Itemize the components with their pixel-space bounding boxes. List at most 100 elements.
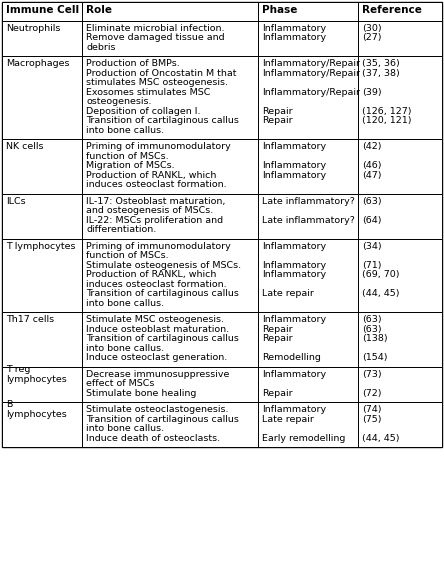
Text: T lymphocytes: T lymphocytes [6,242,75,251]
Text: (46): (46) [362,162,381,170]
Text: Transition of cartilaginous callus: Transition of cartilaginous callus [86,334,239,343]
Bar [2,239,82,312]
Text: Late repair: Late repair [262,290,314,298]
Text: Migration of MSCs.: Migration of MSCs. [86,162,174,170]
Text: Priming of immunomodulatory: Priming of immunomodulatory [86,242,231,251]
Text: IL-22: MSCs proliferation and: IL-22: MSCs proliferation and [86,216,223,225]
Text: Inflammatory: Inflammatory [262,171,326,179]
Bar [82,402,258,447]
Text: ILCs: ILCs [6,197,26,206]
Text: Macrophages: Macrophages [6,59,70,68]
Bar [258,139,358,193]
Bar [82,193,258,239]
Text: (34): (34) [362,242,382,251]
Text: (30): (30) [362,24,382,33]
Text: Repair: Repair [262,107,293,116]
Text: Induce osteoclast generation.: Induce osteoclast generation. [86,353,227,362]
Bar [358,239,442,312]
Text: (27): (27) [362,33,381,42]
Text: Production of BMPs.: Production of BMPs. [86,59,180,68]
Text: Inflammatory/Repair: Inflammatory/Repair [262,59,360,68]
Text: Inflammatory/Repair: Inflammatory/Repair [262,69,360,78]
Text: Th17 cells: Th17 cells [6,316,54,324]
Bar [2,312,82,367]
Bar [2,193,82,239]
Text: T reg
lymphocytes: T reg lymphocytes [6,365,67,384]
Text: (72): (72) [362,389,381,398]
Text: Transition of cartilaginous callus: Transition of cartilaginous callus [86,116,239,125]
Bar [358,367,442,402]
Text: Transition of cartilaginous callus: Transition of cartilaginous callus [86,415,239,424]
Bar [258,56,358,139]
Text: (64): (64) [362,216,381,225]
Text: Inflammatory: Inflammatory [262,242,326,251]
Text: Reference: Reference [362,5,422,15]
Text: Production of RANKL, which: Production of RANKL, which [86,171,216,179]
Bar [2,139,82,193]
Text: Eliminate microbial infection.: Eliminate microbial infection. [86,24,225,33]
Bar [358,20,442,56]
Bar [258,193,358,239]
Bar [258,367,358,402]
Text: (75): (75) [362,415,381,424]
Text: Immune Cell: Immune Cell [6,5,79,15]
Bar [358,312,442,367]
Bar [2,56,82,139]
Bar [82,239,258,312]
Bar [2,402,82,447]
Text: Production of Oncostatin M that: Production of Oncostatin M that [86,69,237,78]
Bar [258,312,358,367]
Text: Inflammatory: Inflammatory [262,24,326,33]
Text: Repair: Repair [262,325,293,334]
Text: (138): (138) [362,334,388,343]
Text: Late inflammatory?: Late inflammatory? [262,197,355,206]
Text: (120, 121): (120, 121) [362,116,412,125]
Text: function of MSCs.: function of MSCs. [86,152,169,161]
Text: Inflammatory: Inflammatory [262,261,326,270]
Text: (71): (71) [362,261,381,270]
Text: Neutrophils: Neutrophils [6,24,60,33]
Text: Production of RANKL, which: Production of RANKL, which [86,270,216,279]
Text: Inflammatory: Inflammatory [262,162,326,170]
Text: Induce osteoblast maturation.: Induce osteoblast maturation. [86,325,229,334]
Bar [2,2,82,20]
Bar [358,2,442,20]
Text: Deposition of collagen I.: Deposition of collagen I. [86,107,201,116]
Text: (73): (73) [362,370,382,379]
Text: Early remodelling: Early remodelling [262,434,345,443]
Bar [82,312,258,367]
Text: into bone callus.: into bone callus. [86,344,164,353]
Text: Inflammatory: Inflammatory [262,33,326,42]
Text: (126, 127): (126, 127) [362,107,412,116]
Text: effect of MSCs: effect of MSCs [86,379,155,389]
Bar [82,367,258,402]
Bar [258,2,358,20]
Text: NK cells: NK cells [6,142,44,151]
Text: Repair: Repair [262,389,293,398]
Text: Decrease immunosuppressive: Decrease immunosuppressive [86,370,230,379]
Bar [2,20,82,56]
Text: differentiation.: differentiation. [86,225,156,234]
Text: Inflammatory: Inflammatory [262,370,326,379]
Text: debris: debris [86,43,115,52]
Bar [2,367,82,402]
Text: Stimulate osteoclastogenesis.: Stimulate osteoclastogenesis. [86,405,229,415]
Bar [82,56,258,139]
Text: Late inflammatory?: Late inflammatory? [262,216,355,225]
Bar [358,402,442,447]
Text: (154): (154) [362,353,388,362]
Bar [2,2,442,447]
Text: Late repair: Late repair [262,415,314,424]
Text: (39): (39) [362,88,382,97]
Text: Repair: Repair [262,334,293,343]
Text: (42): (42) [362,142,381,151]
Text: Remodelling: Remodelling [262,353,321,362]
Text: Inflammatory: Inflammatory [262,316,326,324]
Text: induces osteoclast formation.: induces osteoclast formation. [86,280,226,289]
Text: Inflammatory: Inflammatory [262,142,326,151]
Text: Stimulate MSC osteogenesis.: Stimulate MSC osteogenesis. [86,316,224,324]
Text: B
lymphocytes: B lymphocytes [6,400,67,419]
Text: (74): (74) [362,405,381,415]
Text: Induce death of osteoclasts.: Induce death of osteoclasts. [86,434,220,443]
Text: Inflammatory: Inflammatory [262,405,326,415]
